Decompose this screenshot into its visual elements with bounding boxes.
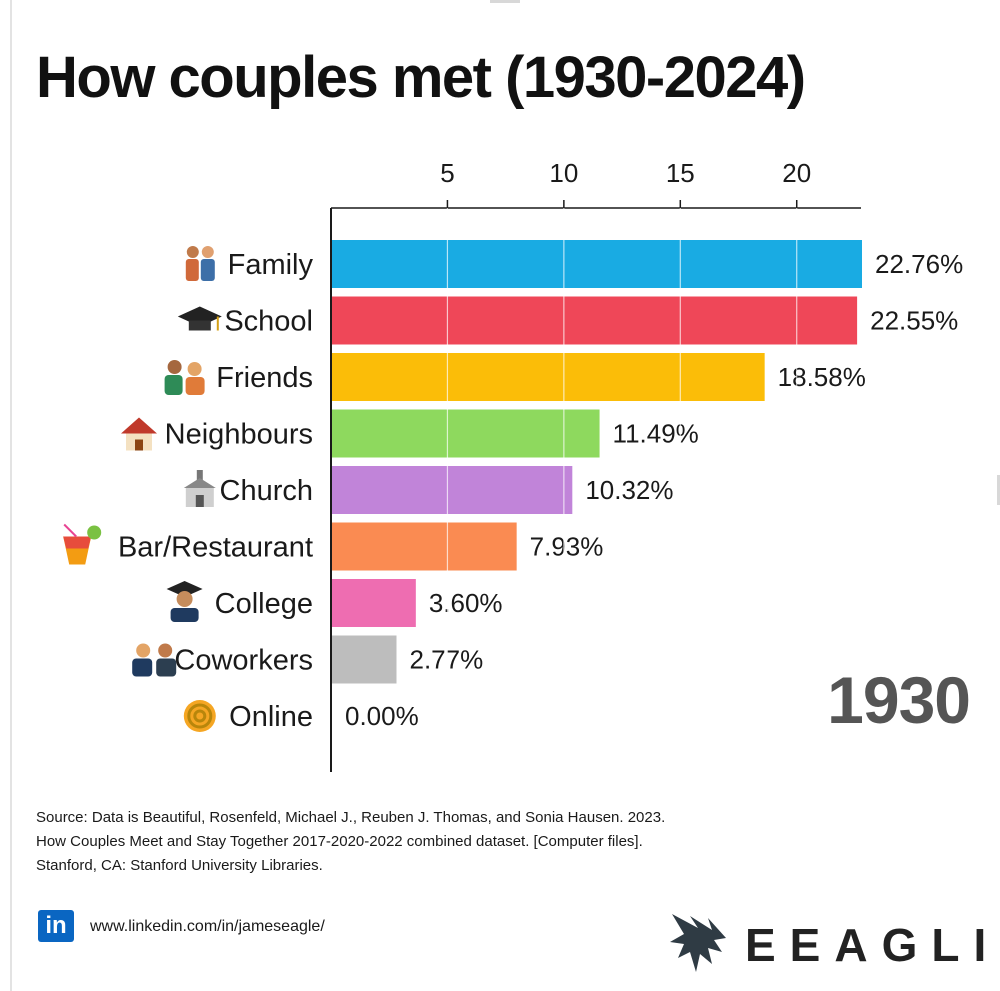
- category-label: Church: [220, 475, 314, 507]
- source-text: Source: Data is Beautiful, Rosenfeld, Mi…: [36, 806, 896, 878]
- bar-bar-restaurant: [332, 522, 517, 571]
- value-label: 2.77%: [410, 645, 484, 675]
- bar-friends: [332, 353, 765, 401]
- source-line-3: Stanford, CA: Stanford University Librar…: [36, 857, 323, 874]
- category-label: Family: [228, 249, 314, 281]
- right-edge-handle: [997, 475, 1000, 505]
- bar-college: [332, 579, 416, 627]
- linkedin-icon[interactable]: in: [38, 910, 74, 942]
- value-label: 22.76%: [875, 249, 963, 279]
- bar-coworkers: [332, 635, 397, 684]
- coworkers-icon: [132, 643, 177, 677]
- bar-neighbours: [332, 409, 600, 458]
- category-label: Coworkers: [174, 645, 313, 677]
- value-label: 11.49%: [613, 419, 699, 449]
- category-label: Neighbours: [165, 419, 313, 451]
- chart-title: How couples met (1930-2024): [36, 45, 806, 110]
- x-tick-label: 20: [782, 158, 811, 188]
- church-icon: [183, 470, 216, 507]
- value-label: 10.32%: [585, 475, 673, 505]
- eagle-logo-icon: [670, 914, 726, 972]
- at-sign-icon: [183, 700, 216, 732]
- bar-school: [332, 296, 858, 345]
- value-label: 18.58%: [778, 362, 866, 392]
- x-tick-label: 15: [666, 158, 695, 188]
- bar-chart: 5 10 15 20 Family 22.76% School 22.55% Friends 18…: [63, 158, 963, 772]
- category-label: Online: [229, 701, 313, 733]
- value-label: 3.60%: [429, 588, 503, 618]
- value-label: 22.55%: [870, 306, 958, 336]
- linkedin-url[interactable]: www.linkedin.com/in/jameseagle/: [90, 918, 325, 935]
- brand-name: EEAGLI: [745, 919, 1000, 971]
- category-label: Friends: [216, 362, 313, 394]
- year-label: 1930: [827, 663, 971, 737]
- source-line-1: Source: Data is Beautiful, Rosenfeld, Mi…: [36, 809, 666, 826]
- friends-icon: [164, 360, 205, 395]
- category-label: Bar/Restaurant: [118, 532, 313, 564]
- left-border: [10, 0, 12, 991]
- category-label: College: [215, 588, 313, 620]
- tropical-drink-icon: [63, 523, 102, 565]
- bar-family: [332, 240, 862, 288]
- value-label: 0.00%: [345, 701, 419, 731]
- x-tick-label: 10: [549, 158, 578, 188]
- x-tick-label: 5: [440, 158, 454, 188]
- house-icon: [121, 417, 157, 451]
- source-line-2: How Couples Meet and Stay Together 2017-…: [36, 833, 643, 850]
- bar-church: [332, 466, 573, 514]
- graduation-cap-icon: [177, 306, 222, 331]
- family-icon: [185, 246, 215, 281]
- top-edge-handle: [490, 0, 520, 3]
- graduate-icon: [166, 581, 203, 622]
- value-label: 7.93%: [530, 532, 604, 562]
- category-label: School: [224, 306, 313, 338]
